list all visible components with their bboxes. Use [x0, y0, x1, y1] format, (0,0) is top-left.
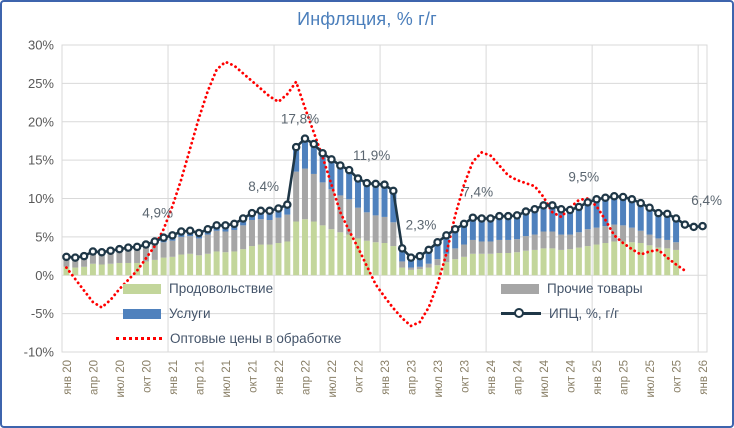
legend-item-cpi: ИПЦ, %, г/г	[501, 306, 619, 321]
svg-text:июл 22: июл 22	[327, 360, 339, 398]
svg-text:окт 23: окт 23	[460, 360, 472, 393]
svg-text:25%: 25%	[28, 76, 54, 91]
svg-text:окт 25: окт 25	[672, 360, 684, 393]
svg-text:янв 25: янв 25	[592, 360, 604, 395]
services-swatch-icon	[123, 308, 161, 319]
food-swatch-icon	[123, 283, 161, 294]
svg-text:янв 23: янв 23	[380, 360, 392, 395]
svg-text:6,4%: 6,4%	[691, 193, 722, 208]
svg-text:апр 22: апр 22	[300, 360, 312, 395]
svg-text:20%: 20%	[28, 114, 54, 129]
svg-text:окт 21: окт 21	[247, 360, 259, 393]
svg-text:апр 25: апр 25	[619, 360, 631, 395]
svg-text:15%: 15%	[28, 153, 54, 168]
svg-text:янв 22: янв 22	[274, 360, 286, 395]
svg-text:июл 24: июл 24	[539, 359, 551, 397]
legend-item-services: Услуги	[123, 306, 211, 321]
svg-text:окт 20: окт 20	[141, 360, 153, 393]
svg-text:янв 21: янв 21	[168, 360, 180, 395]
svg-text:окт 22: окт 22	[353, 360, 365, 393]
svg-text:апр 20: апр 20	[88, 360, 100, 395]
svg-text:-5%: -5%	[31, 306, 55, 321]
legend-label-services: Услуги	[169, 306, 211, 321]
svg-text:9,5%: 9,5%	[568, 169, 599, 184]
cpi-line-swatch-icon	[501, 308, 541, 318]
svg-text:апр 23: апр 23	[407, 360, 419, 395]
legend-label-wholesale: Оптовые цены в обработке	[170, 331, 342, 346]
svg-text:июл 21: июл 21	[221, 360, 233, 398]
legend-item-wholesale: Оптовые цены в обработке	[116, 331, 341, 346]
svg-text:10%: 10%	[28, 191, 54, 206]
svg-text:окт 24: окт 24	[566, 359, 578, 392]
legend-label-cpi: ИПЦ, %, г/г	[549, 306, 619, 321]
svg-text:7,4%: 7,4%	[462, 184, 493, 199]
svg-text:янв 26: янв 26	[698, 360, 710, 395]
other-goods-swatch-icon	[501, 283, 539, 294]
legend-label-food: Продовольствие	[169, 281, 274, 296]
svg-text:янв 24: янв 24	[486, 359, 498, 394]
svg-text:4,9%: 4,9%	[142, 206, 173, 221]
legend-item-food: Продовольствие	[123, 281, 273, 296]
legend-item-other-goods: Прочие товары	[501, 281, 643, 296]
svg-text:апр 21: апр 21	[194, 360, 206, 395]
svg-text:июл 20: июл 20	[115, 360, 127, 398]
chart-title: Инфляция, % г/г	[297, 9, 437, 29]
svg-text:8,4%: 8,4%	[248, 179, 279, 194]
svg-text:-10%: -10%	[24, 345, 55, 360]
svg-text:июл 25: июл 25	[645, 360, 657, 398]
legend-label-other-goods: Прочие товары	[547, 281, 643, 296]
svg-text:2,3%: 2,3%	[406, 218, 437, 233]
svg-text:5%: 5%	[35, 229, 54, 244]
svg-text:11,9%: 11,9%	[353, 148, 390, 163]
svg-text:июл 23: июл 23	[433, 360, 445, 398]
svg-text:апр 24: апр 24	[513, 359, 525, 395]
dotted-line-swatch-icon	[116, 337, 162, 340]
svg-text:0%: 0%	[35, 268, 54, 283]
svg-text:17,8%: 17,8%	[281, 112, 319, 127]
svg-text:30%: 30%	[28, 38, 54, 53]
svg-text:янв 20: янв 20	[62, 360, 74, 395]
